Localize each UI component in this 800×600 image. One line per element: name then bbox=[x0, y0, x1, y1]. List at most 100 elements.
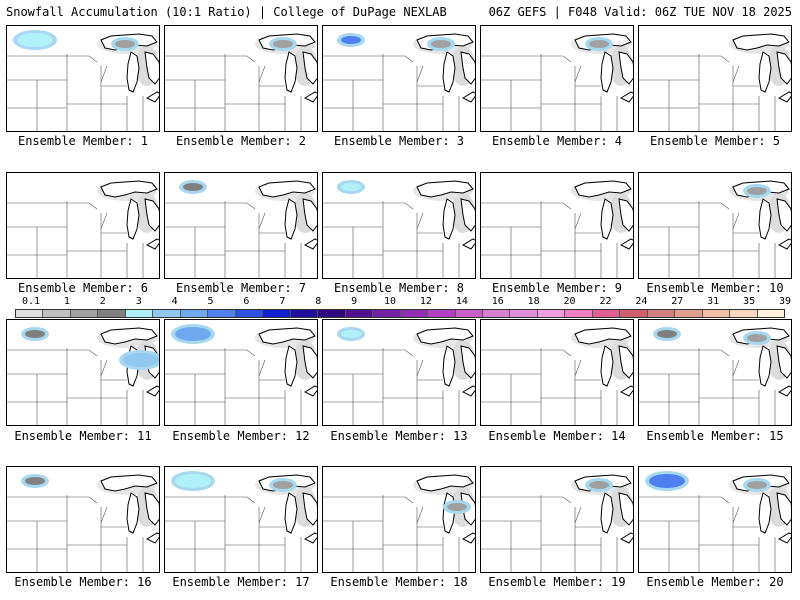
great-lake bbox=[100, 180, 158, 198]
colorbar-swatch bbox=[702, 310, 731, 317]
great-lake bbox=[776, 198, 791, 232]
great-lake bbox=[619, 385, 633, 397]
panel-map bbox=[7, 327, 159, 425]
panel-map bbox=[639, 180, 791, 278]
great-lake bbox=[100, 327, 158, 345]
panel-map bbox=[481, 474, 633, 572]
panel-map bbox=[639, 33, 791, 131]
state-border bbox=[416, 506, 424, 524]
colorbar-tick-label: 6 bbox=[243, 296, 250, 307]
colorbar-tick-label: 7 bbox=[279, 296, 286, 307]
great-lake bbox=[303, 91, 317, 103]
ensemble-member-label: Ensemble Member: 9 bbox=[491, 281, 623, 295]
colorbar-tick-label: 2 bbox=[99, 296, 106, 307]
map-panel bbox=[164, 25, 318, 132]
colorbar-swatch bbox=[730, 310, 758, 317]
ensemble-member-label: Ensemble Member: 16 bbox=[14, 575, 152, 589]
colorbar-swatch bbox=[400, 310, 429, 317]
great-lake bbox=[416, 180, 474, 198]
state-border bbox=[639, 496, 730, 504]
great-lake bbox=[145, 91, 159, 103]
great-lake bbox=[461, 238, 475, 250]
great-lake bbox=[758, 492, 772, 534]
colorbar-swatch bbox=[482, 310, 511, 317]
state-border bbox=[732, 212, 740, 230]
state-border bbox=[732, 506, 740, 524]
colorbar-tick-label: 12 bbox=[419, 296, 432, 307]
map-panel bbox=[638, 466, 792, 573]
great-lake bbox=[126, 492, 140, 534]
colorbar-swatch bbox=[510, 310, 538, 317]
great-lake bbox=[600, 51, 614, 93]
snow-accumulation-core bbox=[25, 477, 45, 485]
ensemble-member-label: Ensemble Member: 19 bbox=[488, 575, 626, 589]
colorbar-tick-label: 16 bbox=[491, 296, 504, 307]
great-lake bbox=[618, 492, 633, 526]
map-panel bbox=[322, 466, 476, 573]
snow-accumulation-core bbox=[649, 474, 685, 488]
great-lake bbox=[416, 474, 474, 492]
map-panel bbox=[480, 25, 634, 132]
snowfall-colorbar bbox=[15, 309, 785, 318]
panel-map bbox=[165, 33, 317, 131]
great-lake bbox=[460, 198, 475, 232]
great-lake bbox=[126, 51, 140, 93]
snow-accumulation-core bbox=[447, 503, 467, 511]
colorbar-swatch bbox=[263, 310, 291, 317]
ensemble-member-label: Ensemble Member: 10 bbox=[646, 281, 784, 295]
colorbar-swatch bbox=[592, 310, 621, 317]
colorbar-swatch bbox=[180, 310, 209, 317]
great-lake bbox=[460, 51, 475, 85]
colorbar-swatch bbox=[98, 310, 126, 317]
map-panel bbox=[6, 25, 160, 132]
great-lake bbox=[284, 198, 298, 240]
state-border bbox=[574, 506, 582, 524]
state-border bbox=[323, 55, 414, 63]
map-panel bbox=[164, 466, 318, 573]
colorbar-tick-label: 22 bbox=[599, 296, 612, 307]
panel-map bbox=[323, 33, 475, 131]
great-lake bbox=[600, 345, 614, 387]
great-lake bbox=[574, 180, 632, 198]
great-lake bbox=[574, 327, 632, 345]
great-lake bbox=[144, 492, 159, 526]
state-border bbox=[258, 506, 266, 524]
colorbar-tick-label: 35 bbox=[743, 296, 756, 307]
colorbar-swatch bbox=[235, 310, 264, 317]
great-lake bbox=[145, 532, 159, 544]
colorbar-swatch bbox=[208, 310, 236, 317]
great-lake bbox=[758, 51, 772, 93]
state-border bbox=[258, 212, 266, 230]
map-panel bbox=[638, 319, 792, 426]
state-border bbox=[574, 212, 582, 230]
ensemble-member-label: Ensemble Member: 8 bbox=[333, 281, 465, 295]
map-panel bbox=[6, 466, 160, 573]
great-lake bbox=[776, 51, 791, 85]
snow-accumulation-core bbox=[17, 33, 53, 47]
state-border bbox=[416, 212, 424, 230]
great-lake bbox=[126, 198, 140, 240]
colorbar-swatch bbox=[455, 310, 483, 317]
state-border bbox=[639, 55, 730, 63]
state-border bbox=[100, 506, 108, 524]
map-panel bbox=[322, 25, 476, 132]
great-lake bbox=[303, 532, 317, 544]
great-lake bbox=[777, 91, 791, 103]
great-lake bbox=[442, 345, 456, 387]
map-panel bbox=[480, 319, 634, 426]
great-lake bbox=[284, 492, 298, 534]
colorbar-tick-label: 27 bbox=[671, 296, 684, 307]
great-lake bbox=[619, 238, 633, 250]
colorbar-tick-label: 18 bbox=[527, 296, 540, 307]
map-panel bbox=[164, 319, 318, 426]
state-border bbox=[481, 349, 572, 357]
colorbar-tick-label: 5 bbox=[207, 296, 214, 307]
snow-accumulation-core bbox=[341, 36, 361, 44]
map-panel bbox=[480, 172, 634, 279]
state-border bbox=[100, 359, 108, 377]
map-panel bbox=[638, 25, 792, 132]
map-panel bbox=[6, 319, 160, 426]
great-lake bbox=[284, 345, 298, 387]
map-panel bbox=[322, 319, 476, 426]
snow-accumulation-core bbox=[273, 481, 293, 489]
